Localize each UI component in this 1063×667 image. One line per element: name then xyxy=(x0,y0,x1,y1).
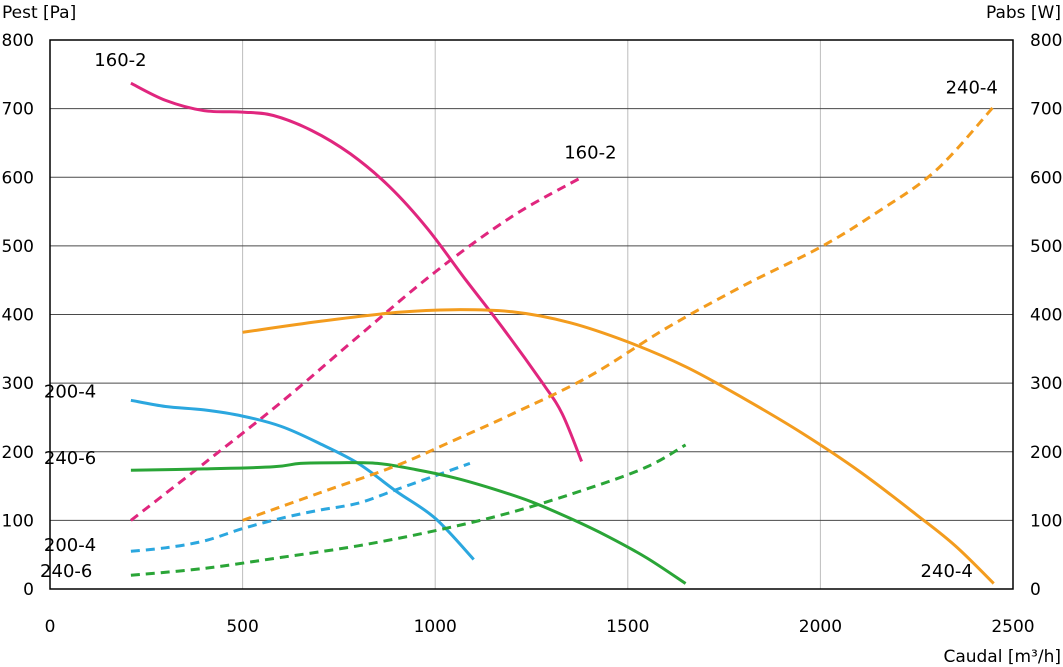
series-240-4-power-line xyxy=(242,105,995,522)
y-axis-title-left: Pest [Pa] xyxy=(2,3,76,23)
curve-label: 240-6 xyxy=(44,448,96,469)
y-tick-label-left: 200 xyxy=(2,443,34,463)
series-layer xyxy=(129,81,995,585)
y-tick-label-left: 0 xyxy=(23,580,34,600)
curve-label: 160-2 xyxy=(564,143,616,164)
series-160-2-pressure-line xyxy=(130,81,583,462)
y-tick-label-right: 100 xyxy=(1030,511,1062,531)
y-tick-label-left: 800 xyxy=(2,31,34,51)
curve-label: 240-6 xyxy=(40,561,92,582)
y-tick-label-right: 0 xyxy=(1030,580,1041,600)
curve-label: 240-4 xyxy=(921,561,973,582)
y-tick-label-left: 600 xyxy=(2,168,34,188)
x-tick-label: 1500 xyxy=(606,617,649,637)
series-200-4-power-line xyxy=(130,461,471,553)
curve-label: 200-4 xyxy=(44,535,96,556)
y-tick-label-left: 100 xyxy=(2,511,34,531)
y-tick-label-right: 500 xyxy=(1030,237,1062,257)
y-tick-label-left: 700 xyxy=(2,100,34,120)
grid xyxy=(49,39,1014,590)
y-tick-label-left: 400 xyxy=(2,306,34,326)
series-160-2-power-line xyxy=(129,175,583,522)
series-240-4-pressure-line xyxy=(242,308,995,585)
y-tick-label-right: 700 xyxy=(1030,100,1062,120)
y-axis-title-right: Pabs [W] xyxy=(986,3,1061,23)
x-tick-label: 0 xyxy=(45,617,56,637)
series-240-6-pressure-line xyxy=(130,461,687,585)
x-tick-label: 500 xyxy=(226,617,258,637)
y-tick-label-right: 800 xyxy=(1030,31,1062,51)
curve-label: 240-4 xyxy=(946,77,998,98)
y-tick-label-left: 300 xyxy=(2,374,34,394)
y-tick-label-left: 500 xyxy=(2,237,34,257)
curve-label: 160-2 xyxy=(94,50,146,71)
x-tick-label: 2500 xyxy=(991,617,1034,637)
y-tick-label-right: 200 xyxy=(1030,443,1062,463)
x-axis-title: Caudal [m³/h] xyxy=(943,647,1061,667)
series-200-4-pressure-line xyxy=(130,398,475,561)
annotation-layer: 160-2 160-2 240-4 200-4 240-6 200-4 240-6 240-4 xyxy=(40,50,998,582)
curve-label: 200-4 xyxy=(44,381,96,402)
series-240-6-power-line xyxy=(130,443,687,577)
y-tick-label-right: 300 xyxy=(1030,374,1062,394)
x-tick-label: 2000 xyxy=(799,617,842,637)
x-tick-label: 1000 xyxy=(414,617,457,637)
plot-frame xyxy=(49,39,1014,590)
y-tick-label-right: 400 xyxy=(1030,306,1062,326)
y-tick-label-right: 600 xyxy=(1030,168,1062,188)
